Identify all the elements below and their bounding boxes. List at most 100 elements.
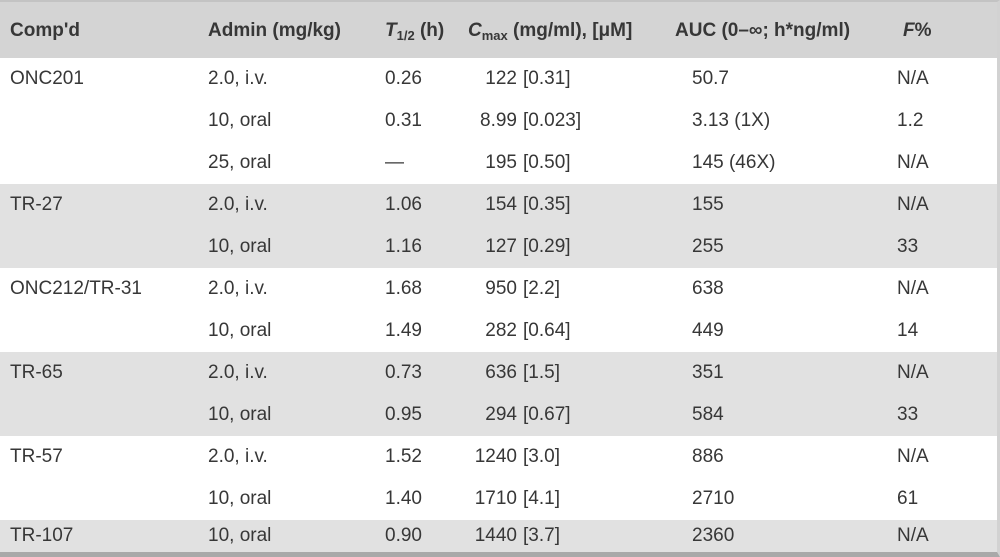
f-percent-cell: 33 (897, 236, 919, 257)
f-percent-cell: N/A (897, 362, 929, 383)
table-row: ONC201 2.0, i.v. 0.26 122 [0.31] 50.7 N/A (0, 58, 997, 100)
thalf-unit: (h) (414, 19, 445, 41)
f-percent-cell: 14 (897, 320, 919, 341)
cmax-cell: 127 [0.29] (460, 226, 675, 268)
f-percent-cell: N/A (897, 68, 929, 89)
cmax-cell: 294 [0.67] (460, 394, 675, 436)
col-header-compound: Comp'd (10, 20, 80, 41)
table-row: 10, oral 0.95 294 [0.67] 584 33 (0, 394, 997, 436)
col-header-cmax: Cmax (mg/ml), [μM] (460, 2, 675, 58)
compound-cell: ONC212/TR-31 (10, 278, 142, 299)
cmax-cell: 122 [0.31] (460, 58, 675, 100)
cmax-value: 294 (485, 404, 517, 425)
auc-cell: 2710 (692, 488, 735, 509)
cmax-cell: 1240 [3.0] (460, 436, 675, 478)
auc-cell: 155 (692, 194, 724, 215)
admin-cell: 2.0, i.v. (208, 446, 268, 467)
cmax-molar: [0.35] (523, 194, 571, 215)
col-header-half-life: T1/2 (h) (375, 2, 460, 58)
compound-cell: TR-27 (10, 194, 63, 215)
cmax-value: 8.99 (480, 110, 517, 131)
compound-cell: TR-57 (10, 446, 63, 467)
admin-cell: 2.0, i.v. (208, 194, 268, 215)
compound-cell (0, 226, 198, 268)
admin-cell: 10, oral (208, 404, 272, 425)
half-life-cell: 1.06 (385, 194, 422, 215)
half-life-cell: 0.90 (385, 525, 422, 546)
half-life-cell: 1.68 (385, 278, 422, 299)
cmax-molar: [3.0] (523, 446, 560, 467)
admin-cell: 10, oral (208, 110, 272, 131)
col-header-f-percent: F% (895, 2, 997, 58)
compound-cell: TR-107 (10, 525, 74, 546)
f-percent-cell: 61 (897, 488, 919, 509)
auc-cell: 449 (692, 320, 724, 341)
cmax-cell: 8.99 [0.023] (460, 100, 675, 142)
cmax-molar: [1.5] (523, 362, 560, 383)
table-row: 10, oral 1.40 1710 [4.1] 2710 61 (0, 478, 997, 520)
half-life-cell: 0.31 (385, 110, 422, 131)
cmax-molar: [4.1] (523, 488, 560, 509)
table-row: 25, oral — 195 [0.50] 145 (46X) N/A (0, 142, 997, 184)
admin-cell: 2.0, i.v. (208, 362, 268, 383)
compound-cell (0, 142, 198, 184)
f-percent-cell: N/A (897, 525, 929, 546)
half-life-cell: 1.40 (385, 488, 422, 509)
thalf-subscript: 1/2 (396, 27, 415, 43)
thalf-symbol: T (385, 19, 397, 41)
auc-cell: 145 (46X) (692, 152, 776, 173)
cmax-cell: 1710 [4.1] (460, 478, 675, 520)
auc-cell: 50.7 (692, 68, 729, 89)
cmax-cell: 154 [0.35] (460, 184, 675, 226)
cmax-value: 122 (485, 68, 517, 89)
cmax-cell: 1440 [3.7] (460, 520, 675, 552)
cmax-cell: 282 [0.64] (460, 310, 675, 352)
f-percent-cell: N/A (897, 446, 929, 467)
cmax-subscript: max (481, 27, 508, 43)
f-percent-cell: 1.2 (897, 110, 924, 131)
cmax-molar: [0.29] (523, 236, 571, 257)
table-row: 10, oral 1.49 282 [0.64] 449 14 (0, 310, 997, 352)
cmax-cell: 636 [1.5] (460, 352, 675, 394)
admin-cell: 10, oral (208, 525, 272, 546)
cmax-value: 1710 (474, 488, 517, 509)
half-life-cell: 1.52 (385, 446, 422, 467)
auc-cell: 2360 (692, 525, 735, 546)
cmax-value: 950 (485, 278, 517, 299)
table-row: 10, oral 1.16 127 [0.29] 255 33 (0, 226, 997, 268)
auc-cell: 584 (692, 404, 724, 425)
half-life-cell: 1.16 (385, 236, 422, 257)
cmax-value: 195 (485, 152, 517, 173)
cmax-unit: (mg/ml), [μM] (507, 19, 633, 41)
table-row: TR-57 2.0, i.v. 1.52 1240 [3.0] 886 N/A (0, 436, 997, 478)
auc-cell: 351 (692, 362, 724, 383)
half-life-cell: — (385, 152, 404, 173)
cmax-symbol: C (468, 19, 482, 41)
admin-cell: 10, oral (208, 320, 272, 341)
f-percent-cell: 33 (897, 404, 919, 425)
col-header-auc: AUC (0–∞; h*ng/ml) (675, 20, 851, 41)
cmax-molar: [0.50] (523, 152, 571, 173)
cmax-cell: 950 [2.2] (460, 268, 675, 310)
cmax-molar: [0.67] (523, 404, 571, 425)
admin-cell: 2.0, i.v. (208, 278, 268, 299)
admin-cell: 10, oral (208, 488, 272, 509)
cmax-molar: [0.64] (523, 320, 571, 341)
cmax-value: 282 (485, 320, 517, 341)
compound-cell: TR-65 (10, 362, 63, 383)
cmax-value: 636 (485, 362, 517, 383)
cmax-molar: [2.2] (523, 278, 560, 299)
f-percent-cell: N/A (897, 194, 929, 215)
header-row: Comp'd Admin (mg/kg) T1/2 (h) Cmax (mg/m… (0, 2, 997, 58)
half-life-cell: 0.95 (385, 404, 422, 425)
cmax-molar: [0.023] (523, 110, 582, 131)
table-row: TR-65 2.0, i.v. 0.73 636 [1.5] 351 N/A (0, 352, 997, 394)
compound-cell (0, 394, 198, 436)
compound-cell: ONC201 (10, 68, 84, 89)
half-life-cell: 0.73 (385, 362, 422, 383)
compound-cell (0, 478, 198, 520)
admin-cell: 10, oral (208, 236, 272, 257)
half-life-cell: 1.49 (385, 320, 422, 341)
